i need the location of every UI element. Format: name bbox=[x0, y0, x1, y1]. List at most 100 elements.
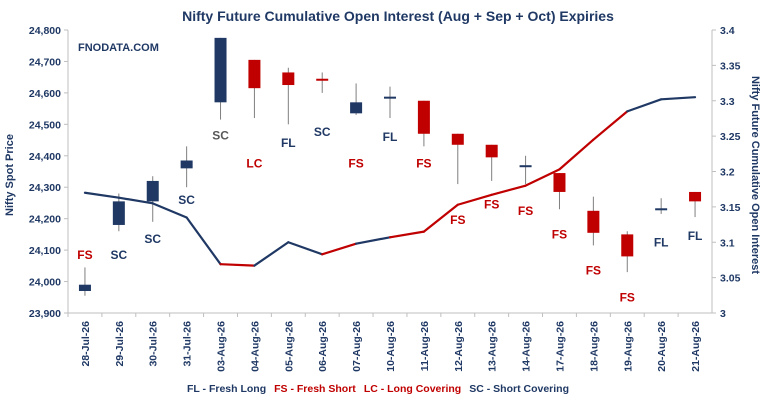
axes: 23,900 24,000 24,100 24,200 24,300 24,400 24,5… bbox=[29, 25, 741, 372]
y-left-tick-label: 24,600 bbox=[29, 88, 61, 100]
candle-signal-label: SC bbox=[212, 128, 229, 142]
candle-body bbox=[621, 234, 634, 257]
candle-signal-label: FS bbox=[348, 157, 363, 171]
x-tick-label: 03-Aug-26 bbox=[216, 321, 228, 372]
candle-body bbox=[519, 165, 532, 168]
y-right-tick-label: 3.1 bbox=[720, 237, 735, 249]
y-left-tick-label: 24,700 bbox=[29, 56, 61, 68]
y-left-tick-label: 24,000 bbox=[29, 277, 61, 289]
candle-body bbox=[112, 201, 125, 225]
candle-signal-label: FS bbox=[518, 204, 533, 218]
oi-line-segment bbox=[490, 184, 527, 196]
candle-body bbox=[553, 173, 566, 192]
candle-body bbox=[655, 208, 668, 211]
oi-line-segment bbox=[524, 168, 561, 187]
oi-line-segment bbox=[422, 203, 459, 233]
legend: FL - Fresh Long FS - Fresh Short LC - Long… bbox=[187, 383, 569, 395]
oi-line-segment bbox=[626, 98, 663, 113]
y-left-tick-label: 24,500 bbox=[29, 119, 61, 131]
legend-item: FL - Fresh Long bbox=[187, 383, 266, 395]
candle-signal-label: FL bbox=[383, 130, 398, 144]
y-right-tick-label: 3.15 bbox=[720, 202, 741, 214]
candle-body bbox=[282, 72, 295, 86]
oi-line-segment bbox=[219, 263, 256, 267]
y-right-tick-label: 3.2 bbox=[720, 167, 735, 179]
y-left-tick-label: 24,400 bbox=[29, 151, 61, 163]
x-tick-label: 07-Aug-26 bbox=[351, 321, 363, 372]
candle-body bbox=[689, 191, 702, 202]
y-left-tick-label: 23,900 bbox=[29, 308, 61, 320]
x-tick-label: 29-Jul-26 bbox=[114, 321, 126, 367]
candle-body bbox=[248, 59, 261, 89]
x-tick-label: 20-Aug-26 bbox=[656, 321, 668, 372]
candle-signal-label: LC bbox=[246, 157, 262, 171]
candle-body bbox=[214, 37, 227, 103]
candle-body bbox=[180, 160, 193, 169]
y-left-tick-label: 24,200 bbox=[29, 214, 61, 226]
x-tick-label: 13-Aug-26 bbox=[487, 321, 499, 372]
y-left-tick-label: 24,300 bbox=[29, 182, 61, 194]
candle-signal-label: FL bbox=[281, 136, 296, 150]
oi-line-segment bbox=[253, 241, 290, 267]
candle-body bbox=[384, 96, 396, 99]
legend-item: LC - Long Covering bbox=[364, 383, 461, 395]
legend-item: SC - Short Covering bbox=[469, 383, 569, 395]
watermark-text: FNODATA.COM bbox=[78, 42, 159, 54]
y-right-tick-label: 3 bbox=[720, 308, 726, 320]
oi-line bbox=[83, 96, 697, 267]
x-tick-label: 05-Aug-26 bbox=[283, 321, 295, 372]
candle-signal-label: FS bbox=[484, 198, 499, 212]
y-right-tick-label: 3.25 bbox=[720, 131, 741, 143]
x-tick-label: 04-Aug-26 bbox=[249, 321, 261, 372]
x-tick-label: 28-Jul-26 bbox=[80, 321, 92, 367]
candle-labels: FS SC SC SC SC LC FL SC FS FL FS FS FS FS FS FS FS FL FL bbox=[77, 125, 702, 304]
candle-body bbox=[146, 180, 159, 202]
x-tick-label: 12-Aug-26 bbox=[453, 321, 465, 372]
oi-line-segment bbox=[388, 230, 425, 239]
candle-signal-label: FS bbox=[416, 157, 431, 171]
y-left-tick-label: 24,800 bbox=[29, 25, 61, 37]
oi-line-segment bbox=[456, 193, 493, 206]
x-tick-label: 17-Aug-26 bbox=[554, 321, 566, 372]
y-axis-left-title: Nifty Spot Price bbox=[4, 134, 16, 216]
candle-signal-label: SC bbox=[111, 248, 128, 262]
y-right-tick-label: 3.4 bbox=[720, 25, 735, 37]
oi-line-segment bbox=[117, 196, 154, 205]
candle-signal-label: FS bbox=[552, 227, 567, 241]
x-tick-label: 31-Jul-26 bbox=[182, 321, 194, 367]
candle-body bbox=[485, 144, 498, 158]
x-tick-label: 11-Aug-26 bbox=[419, 321, 431, 371]
x-tick-label: 14-Aug-26 bbox=[521, 321, 533, 372]
candle-signal-label: FL bbox=[688, 229, 703, 243]
oi-line-segment bbox=[185, 216, 222, 266]
oi-line-segment bbox=[592, 110, 629, 141]
x-tick-label: 30-Jul-26 bbox=[148, 321, 160, 367]
y-right-tick-label: 3.05 bbox=[720, 273, 741, 285]
candle-body bbox=[417, 100, 430, 134]
x-tick-label: 19-Aug-26 bbox=[622, 321, 634, 372]
oi-line-segment bbox=[321, 242, 358, 256]
candle-signal-label: FS bbox=[620, 290, 635, 304]
candles bbox=[78, 37, 702, 296]
oi-line-segment bbox=[287, 241, 324, 256]
chart-title: Nifty Future Cumulative Open Interest (A… bbox=[182, 8, 614, 24]
oi-line-segment bbox=[660, 96, 697, 101]
candle-body bbox=[587, 210, 600, 233]
candle-body bbox=[451, 133, 464, 145]
candle-signal-label: FS bbox=[450, 213, 465, 227]
legend-item: FS - Fresh Short bbox=[274, 383, 356, 395]
candle-body bbox=[350, 102, 363, 114]
candle-signal-label: SC bbox=[314, 125, 331, 139]
oi-line-segment bbox=[355, 236, 392, 245]
candle-body bbox=[78, 284, 91, 291]
candle-signal-label: SC bbox=[144, 232, 161, 246]
x-tick-label: 21-Aug-26 bbox=[690, 321, 702, 372]
oi-line-segment bbox=[558, 138, 595, 171]
candle-body bbox=[316, 78, 329, 81]
x-tick-label: 06-Aug-26 bbox=[317, 321, 329, 372]
x-tick-label: 18-Aug-26 bbox=[588, 321, 600, 372]
x-tick-label: 10-Aug-26 bbox=[385, 321, 397, 372]
y-axis-right-title: Nifty Future Cumulative Open Interest bbox=[749, 76, 761, 274]
